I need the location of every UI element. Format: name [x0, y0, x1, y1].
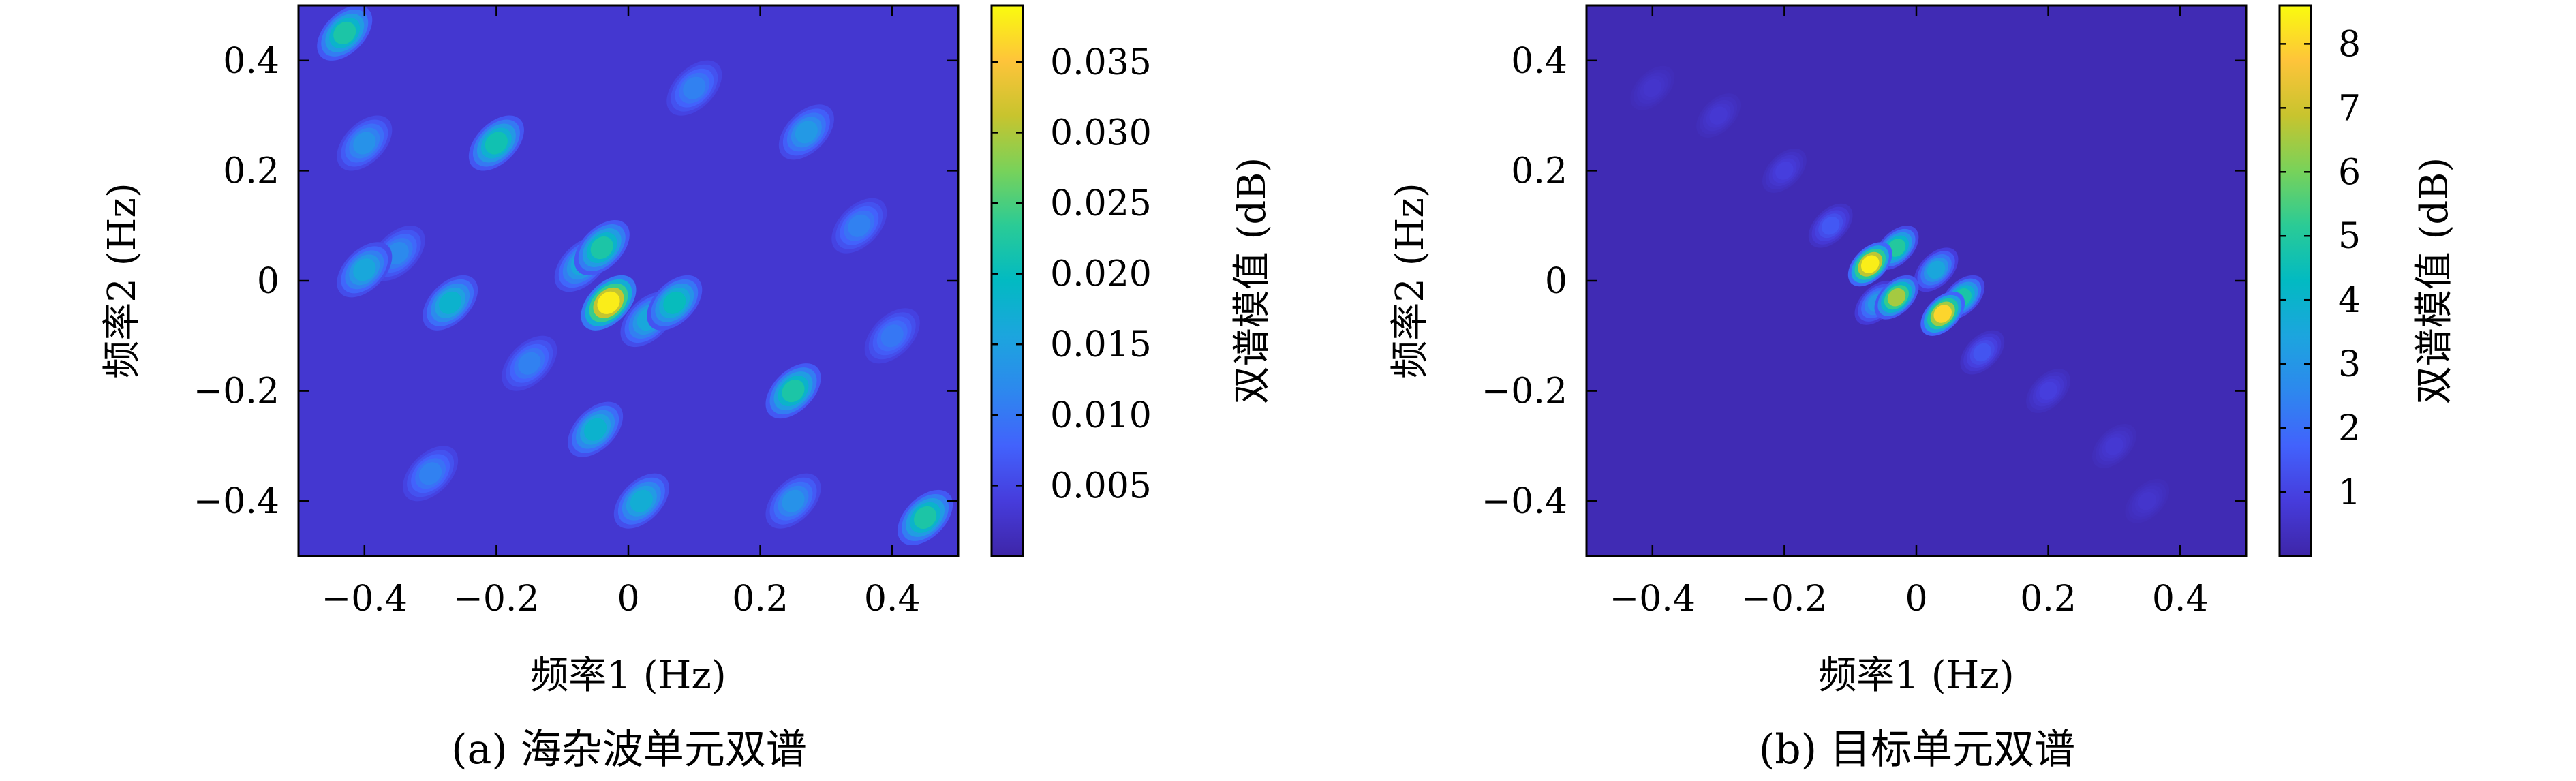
heatmap-area [298, 5, 958, 556]
heatmap-peak-0-layer-4 [1643, 78, 1662, 97]
colorbar-tick-label: 3 [2338, 344, 2361, 385]
x-tick-label: 0 [1905, 579, 1927, 619]
heatmap-peak-11-layer-4 [353, 258, 376, 281]
panel-b: −0.4 −0.2 0 0.2 0.4 0.4 0.2 0 −0.2 −0.4 频率1 (Hz) 频率… [1388, 4, 2457, 774]
colorbar-frame [990, 4, 1024, 557]
colorbar-tick-label: 0.010 [1050, 395, 1152, 436]
colorbar-tick-label: 0.025 [1050, 183, 1152, 224]
y-tick-label: 0.2 [223, 151, 279, 192]
heatmap-peak-1-layer-4 [2138, 491, 2157, 510]
y-tick-label: 0.2 [1511, 151, 1567, 192]
colorbar-label: 双谱模值 (dB) [1230, 157, 1274, 405]
heatmap-peak-15-layer-4 [663, 291, 686, 314]
colorbar-tick-label: 6 [2338, 152, 2361, 193]
y-axis-label: 频率2 (Hz) [1388, 183, 1432, 378]
heatmap-peak-2-layer-4 [2105, 437, 2123, 455]
heatmap-peak-4-layer-4 [1775, 162, 1794, 180]
heatmap-peak-3-layer-4 [1709, 106, 1728, 125]
colorbar-tick-label: 7 [2338, 88, 2361, 129]
x-axis-label: 频率1 (Hz) [1818, 654, 2014, 698]
heatmap-peak-8-layer-4 [795, 121, 818, 144]
y-tick-label: −0.2 [1482, 371, 1567, 412]
colorbar-gradient [2280, 5, 2311, 556]
heatmap-peak-1-layer-4 [518, 352, 541, 375]
x-tick-label: −0.4 [1610, 579, 1696, 619]
colorbar-tick-label: 8 [2338, 24, 2361, 65]
heatmap-peak-5-layer-4 [2039, 382, 2057, 400]
y-tick-label: 0 [1545, 261, 1567, 302]
heatmap-peak-4-layer-4 [848, 214, 871, 237]
x-tick-label: 0.4 [2152, 579, 2209, 619]
x-tick-label: 0.2 [2020, 579, 2076, 619]
colorbar-tick-label: 2 [2338, 408, 2361, 449]
colorbar-gradient [992, 5, 1023, 556]
colorbar-tick-label: 1 [2338, 472, 2361, 513]
colorbar-label: 双谱模值 (dB) [2412, 157, 2457, 405]
panel-caption: (b) 目标单元双谱 [1759, 726, 2075, 774]
y-tick-label: −0.2 [194, 371, 279, 412]
x-tick-label: 0 [617, 579, 639, 619]
heatmap-peak-12-layer-4 [630, 489, 653, 512]
heatmap-area [1586, 5, 2246, 556]
heatmap-peak-14-layer-4 [584, 418, 607, 441]
heatmap-peak-13-layer-4 [1933, 305, 1952, 323]
x-axis-label: 频率1 (Hz) [530, 654, 726, 698]
heatmap-peak-12-layer-4 [1887, 288, 1906, 307]
colorbar-tick-label: 5 [2338, 216, 2361, 257]
heatmap-peak-9-layer-4 [1927, 260, 1946, 279]
heatmap-peak-19-layer-4 [333, 21, 356, 44]
colorbar-tick-label: 0.005 [1050, 465, 1152, 506]
y-tick-label: −0.4 [194, 481, 279, 522]
colorbar-frame [2278, 4, 2312, 557]
colorbar-tick-label: 0.015 [1050, 324, 1152, 365]
heatmap-peak-20-layer-4 [914, 506, 937, 530]
heatmap-peak-6-layer-4 [1973, 343, 1992, 362]
heatmap-peak-6-layer-4 [353, 132, 376, 155]
heatmap-peak-0-layer-4 [880, 324, 904, 348]
heatmap-peak-7-layer-4 [1821, 216, 1840, 235]
y-tick-label: 0 [257, 261, 279, 302]
y-tick-label: −0.4 [1482, 481, 1567, 522]
panel-a: −0.4 −0.2 0 0.2 0.4 0.4 0.2 0 −0.2 −0.4 频率1 (Hz) 频率… [100, 4, 1274, 774]
colorbar-tick-label: 0.035 [1050, 42, 1152, 83]
colorbar-tick-label: 0.030 [1050, 112, 1152, 153]
x-tick-label: −0.2 [453, 579, 539, 619]
x-tick-label: −0.2 [1741, 579, 1827, 619]
heatmap-peak-16-layer-4 [485, 132, 508, 155]
panel-caption: (a) 海杂波单元双谱 [451, 726, 807, 774]
heatmap-peak-17-layer-4 [590, 236, 613, 260]
x-tick-label: 0.2 [732, 579, 788, 619]
colorbar-tick-label: 4 [2338, 280, 2361, 321]
y-tick-label: 0.4 [1511, 41, 1567, 82]
x-tick-label: 0.4 [864, 579, 921, 619]
y-tick-label: 0.4 [223, 41, 279, 82]
heatmap-peak-18-layer-4 [782, 380, 805, 403]
heatmap-peak-21-layer-4 [597, 291, 620, 314]
heatmap-peak-3-layer-4 [419, 462, 442, 485]
colorbar-tick-label: 0.020 [1050, 254, 1152, 295]
heatmap-peak-13-layer-4 [439, 291, 462, 314]
heatmap-peak-2-layer-4 [683, 76, 706, 99]
x-tick-label: −0.4 [322, 579, 408, 619]
heatmap-peak-7-layer-4 [782, 489, 805, 512]
heatmap-peak-14-layer-4 [1860, 255, 1880, 274]
y-axis-label: 频率2 (Hz) [100, 183, 144, 378]
